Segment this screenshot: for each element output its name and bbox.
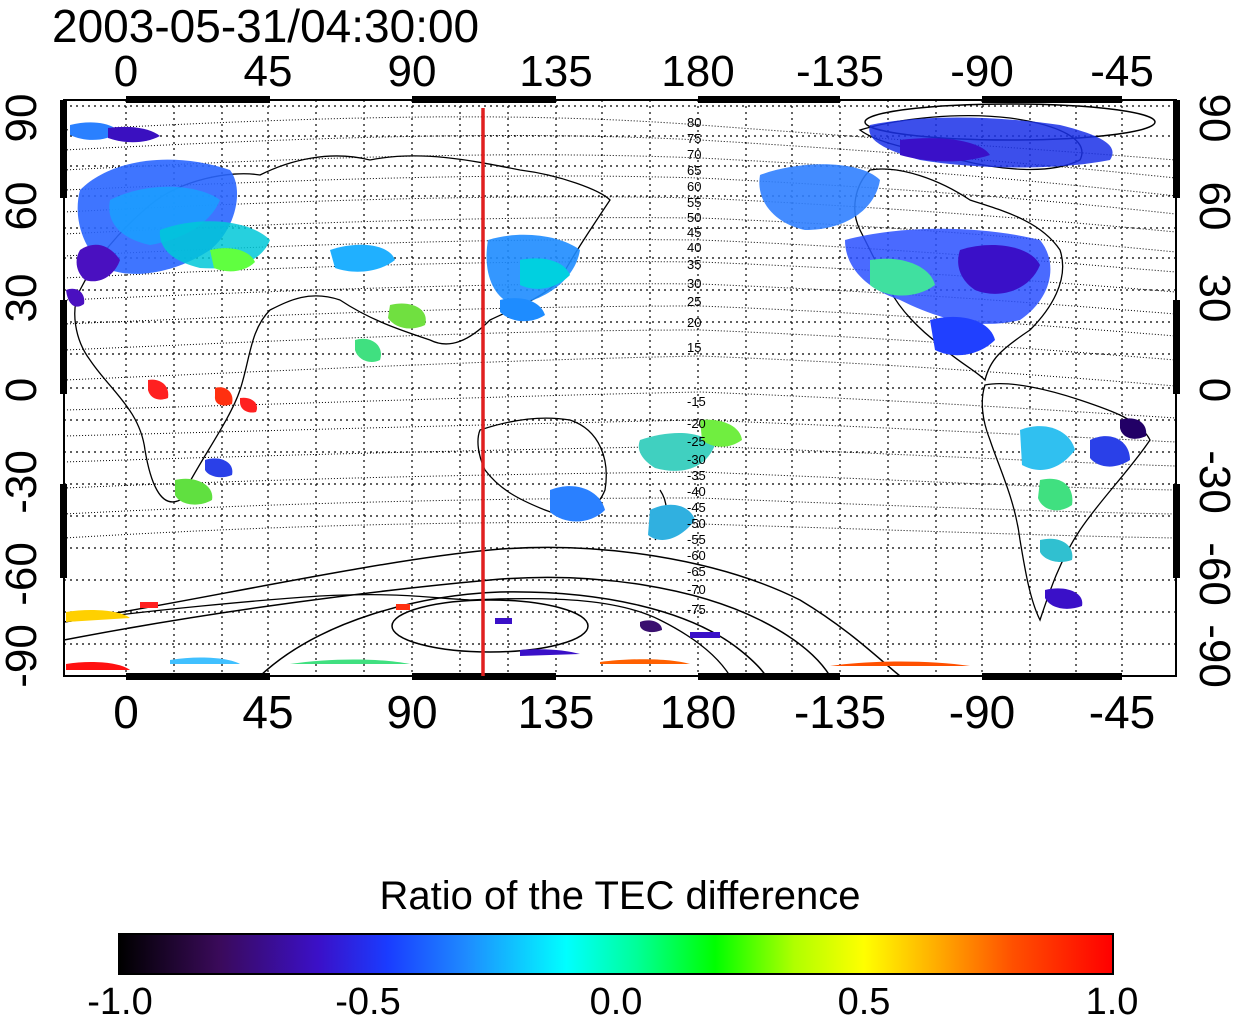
grid-lines [64,100,1176,676]
antarctic-contours [63,103,1156,677]
contour-label: -30 [687,452,706,467]
contour-label: -40 [687,484,706,499]
contour-label: -20 [687,416,706,431]
contour-label: 15 [687,340,701,355]
colorbar [118,933,1114,975]
top-x-tick: 135 [519,47,593,96]
colorbar-title: Ratio of the TEC difference [379,874,861,918]
colorbar-tick: 1.0 [1085,981,1139,1023]
contour-label: -15 [687,394,706,409]
bottom-x-tick: 90 [386,686,438,738]
contour-label: -50 [687,516,706,531]
bottom-x-tick: 180 [659,686,737,738]
bottom-x-tick: 45 [242,686,294,738]
contour-label: -60 [687,548,706,563]
colorbar-tick: -1.0 [87,981,153,1023]
top-x-tick: 90 [387,47,437,96]
colorbar-tick: -0.5 [335,981,401,1023]
map-title: 2003-05-31/04:30:00 [52,0,480,52]
contour-label: -45 [687,500,706,515]
bottom-x-tick: 135 [517,686,595,738]
colorbar-tick: 0.0 [589,981,643,1023]
contour-label: 20 [687,315,701,330]
contour-label: 35 [687,257,701,272]
contour-label: -75 [687,602,706,617]
top-x-tick: -90 [950,47,1014,96]
contour-label: -25 [687,434,706,449]
contour-label: 40 [687,240,701,255]
contour-label: -70 [687,582,706,597]
top-x-tick: 180 [661,47,735,96]
contour-label: 50 [687,210,701,225]
contour-label: 70 [687,147,701,162]
contour-label: -65 [687,564,706,579]
contour-label: -35 [687,468,706,483]
bottom-x-tick: -90 [948,686,1016,738]
bottom-x-tick: 0 [113,686,139,738]
contour-label: 25 [687,294,701,309]
top-x-tick: 45 [243,47,293,96]
bottom-x-tick: -45 [1088,686,1156,738]
contour-label: 80 [687,115,701,130]
contour-label: 30 [687,276,701,291]
top-x-tick: 0 [113,47,139,96]
bottom-x-tick: -135 [793,686,887,738]
contour-label: 45 [687,225,701,240]
contour-label: 60 [687,179,701,194]
axis-bars [60,96,1180,680]
contour-label: -55 [687,532,706,547]
top-x-tick: -45 [1090,47,1154,96]
contour-label: 75 [687,131,701,146]
tec-data-patches [66,117,1147,670]
contour-label: 55 [687,195,701,210]
top-x-tick: -135 [795,47,885,96]
contour-label: 65 [687,163,701,178]
colorbar-tick: 0.5 [837,981,891,1023]
